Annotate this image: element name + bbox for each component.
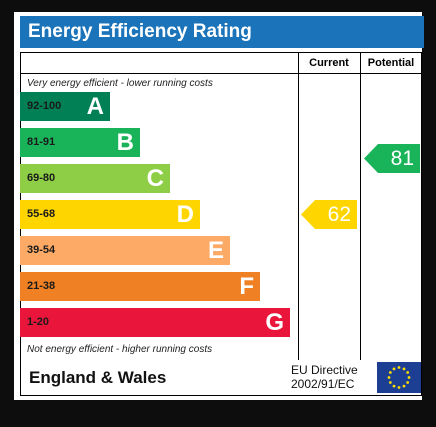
band-a: 92-100 A	[20, 92, 110, 121]
band-range: 39-54	[27, 244, 56, 256]
directive-line2: 2002/91/EC	[291, 377, 355, 391]
band-c: 69-80 C	[20, 164, 170, 193]
band-range: 81-91	[27, 136, 56, 148]
eu-star	[402, 367, 406, 371]
eu-star	[406, 381, 410, 384]
divider-potential	[360, 53, 361, 360]
eu-star	[388, 371, 392, 374]
potential-rating-arrow: 81	[364, 144, 420, 173]
band-range: 69-80	[27, 172, 56, 184]
band-d: 55-68 D	[20, 200, 200, 229]
eu-star	[402, 384, 406, 388]
band-letter: G	[265, 309, 284, 336]
band-f: 21-38 F	[20, 272, 260, 301]
band-letter: C	[146, 165, 164, 192]
panel-title: Energy Efficiency Rating	[20, 16, 424, 48]
directive-line1: EU Directive	[291, 363, 358, 377]
band-letter: F	[239, 273, 254, 300]
eu-star	[397, 366, 401, 369]
potential-column-header: Potential	[367, 57, 415, 69]
current-rating-arrow: 62	[301, 200, 357, 229]
footer: England & Wales EU Directive 2002/91/EC	[20, 360, 422, 396]
band-letter: E	[207, 237, 224, 264]
header-rule-left	[21, 73, 298, 74]
region-label: England & Wales	[29, 368, 167, 387]
eu-star	[388, 381, 392, 384]
eu-star	[387, 376, 391, 379]
eu-flag-icon	[377, 362, 421, 393]
band-letter: B	[116, 129, 134, 156]
band-range: 55-68	[27, 208, 56, 220]
eu-star	[397, 386, 401, 389]
potential-arrow-shape	[364, 144, 420, 173]
bottom-note: Not energy efficient - higher running co…	[27, 344, 213, 355]
potential-rating-value: 81	[390, 147, 414, 170]
band-letter: D	[176, 201, 194, 228]
eu-star	[392, 384, 396, 388]
band-b: 81-91 B	[20, 128, 140, 157]
band-range: 92-100	[27, 100, 62, 112]
band-g: 1-20 G	[20, 308, 290, 337]
band-e: 39-54 E	[20, 236, 230, 265]
current-column-header: Current	[309, 57, 349, 69]
band-letter: A	[86, 93, 104, 120]
band-range: 1-20	[27, 316, 50, 328]
eu-star	[407, 376, 411, 379]
eu-star	[406, 371, 410, 374]
eu-directive: EU Directive 2002/91/EC	[291, 363, 358, 391]
eu-star	[392, 367, 396, 371]
header-rule	[298, 73, 422, 74]
top-note: Very energy efficient - lower running co…	[27, 78, 213, 89]
band-range: 21-38	[27, 280, 56, 292]
current-arrow-shape	[301, 200, 357, 229]
divider-current	[298, 53, 299, 360]
current-rating-value: 62	[327, 203, 351, 226]
